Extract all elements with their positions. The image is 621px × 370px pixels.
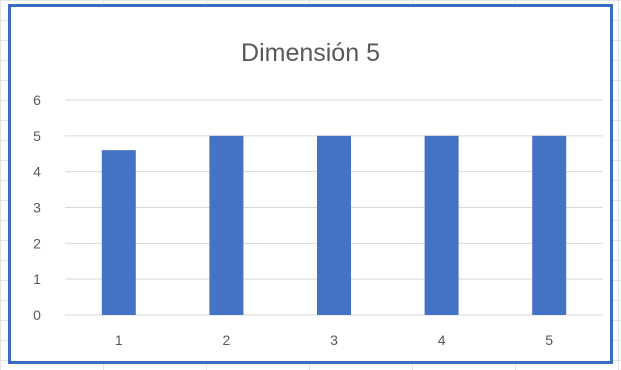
x-tick-label: 3 (330, 332, 338, 348)
chart-plot: 0 1 2 3 4 5 6 1 2 3 4 5 (33, 92, 603, 348)
x-tick-label: 1 (115, 332, 123, 348)
bar-3[interactable] (317, 135, 351, 315)
y-tick-label: 4 (33, 164, 41, 180)
bar-1[interactable] (101, 150, 136, 315)
chart-container[interactable]: Dimensión 5 0 1 2 3 4 5 6 1 2 3 4 5 (8, 4, 613, 364)
bar-5[interactable] (532, 135, 567, 315)
x-tick-label: 2 (223, 332, 231, 348)
x-tick-label: 5 (545, 332, 553, 348)
y-tick-label: 6 (33, 92, 41, 108)
bar-2[interactable] (209, 135, 244, 315)
y-tick-label: 5 (33, 128, 41, 144)
y-tick-label: 3 (33, 200, 41, 216)
bar-4[interactable] (424, 135, 459, 315)
x-tick-label: 4 (438, 332, 446, 348)
y-tick-label: 1 (33, 271, 41, 287)
chart-title: Dimensión 5 (241, 39, 380, 67)
y-tick-label: 0 (33, 307, 41, 323)
y-tick-label: 2 (33, 235, 41, 251)
